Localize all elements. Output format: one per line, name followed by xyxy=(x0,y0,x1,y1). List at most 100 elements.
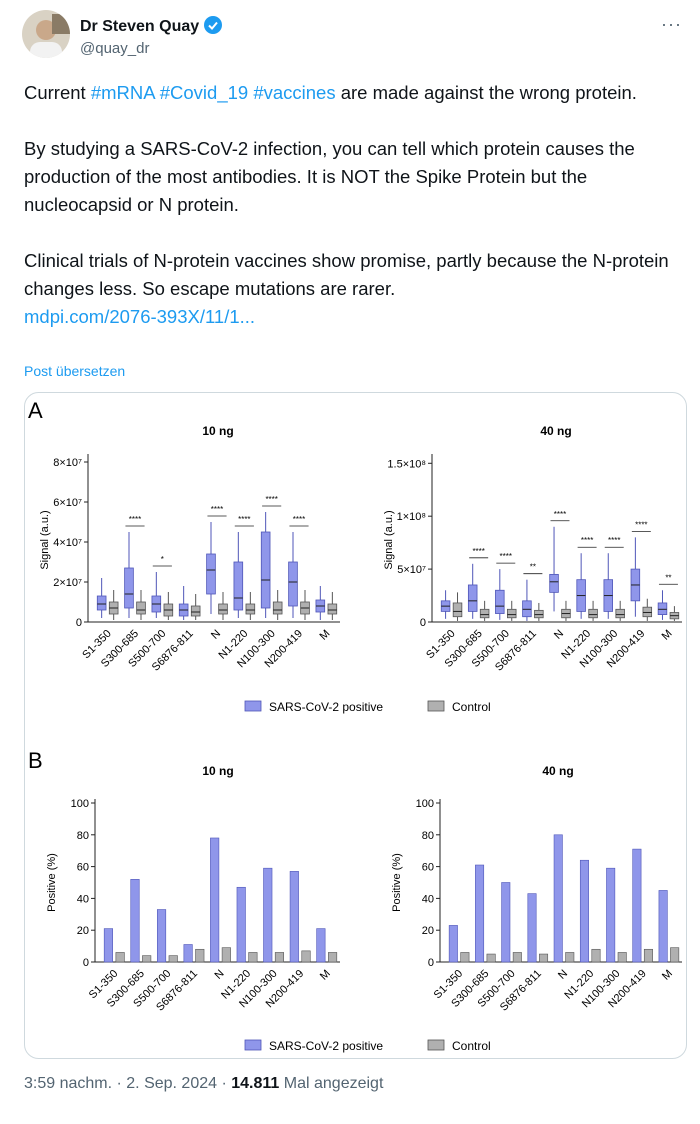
bar xyxy=(316,928,326,963)
hashtag[interactable]: #mRNA xyxy=(90,82,155,103)
avatar[interactable] xyxy=(22,10,70,58)
bar xyxy=(328,952,338,963)
box xyxy=(124,567,134,609)
bar xyxy=(670,947,680,963)
legend-swatch xyxy=(427,700,445,712)
bar xyxy=(183,944,193,963)
box xyxy=(657,602,668,615)
bar xyxy=(103,928,113,963)
bar xyxy=(501,882,511,963)
significance: **** xyxy=(265,495,277,504)
more-button[interactable]: ··· xyxy=(661,14,682,34)
y-tick-label: 40 xyxy=(422,893,434,905)
hashtag[interactable]: #Covid_19 xyxy=(159,82,249,103)
box xyxy=(615,608,625,619)
box xyxy=(136,601,146,615)
box xyxy=(218,603,228,615)
bar xyxy=(512,952,522,963)
bar xyxy=(553,834,563,963)
box xyxy=(467,584,478,612)
bar xyxy=(168,955,178,963)
significance: * xyxy=(161,555,164,564)
bar xyxy=(565,952,575,963)
y-axis-label: Signal (a.u.) xyxy=(39,510,51,569)
chart-title: 40 ng xyxy=(542,764,573,778)
significance: **** xyxy=(293,515,305,524)
box xyxy=(522,600,532,618)
author-row: Dr Steven Quay xyxy=(80,16,222,36)
paragraph: Clinical trials of N-protein vaccines sh… xyxy=(24,247,674,331)
text: are made against the wrong protein. xyxy=(340,82,637,103)
paragraph: By studying a SARS-CoV-2 infection, you … xyxy=(24,138,635,215)
box xyxy=(588,608,598,619)
significance: **** xyxy=(472,547,484,556)
y-tick-label: 5×10⁷ xyxy=(397,564,426,576)
box xyxy=(233,561,244,611)
significance: **** xyxy=(238,515,250,524)
y-axis-label: Positive (%) xyxy=(46,853,58,912)
box xyxy=(549,573,559,593)
view-label: Mal angezeigt xyxy=(283,1075,384,1092)
box xyxy=(507,608,517,619)
link[interactable]: mdpi.com/2076-393X/11/1... xyxy=(24,306,256,327)
bar xyxy=(617,952,627,963)
y-tick-label: 20 xyxy=(77,925,89,937)
y-tick-label: 4×10⁷ xyxy=(53,537,82,549)
y-tick-label: 0 xyxy=(83,957,89,969)
panel-label: B xyxy=(28,748,43,773)
y-tick-label: 80 xyxy=(422,830,434,842)
y-tick-label: 1×10⁸ xyxy=(397,511,426,523)
legend-label: Control xyxy=(452,700,491,714)
legend-label: SARS-CoV-2 positive xyxy=(269,1039,383,1053)
y-axis-label: Positive (%) xyxy=(391,853,403,912)
footer: 3:59 nachm. · 2. Sep. 2024 · 14.811 Mal … xyxy=(24,1075,383,1093)
y-tick-label: 60 xyxy=(422,862,434,874)
y-tick-label: 100 xyxy=(416,798,434,810)
y-axis-label: Signal (a.u.) xyxy=(383,510,395,569)
text: Clinical trials of N-protein vaccines sh… xyxy=(24,250,669,299)
author-name[interactable]: Dr Steven Quay xyxy=(80,18,200,35)
bar xyxy=(632,848,642,963)
bar xyxy=(263,867,273,963)
bar xyxy=(221,947,231,963)
bar xyxy=(195,948,205,963)
significance: **** xyxy=(581,536,593,545)
box xyxy=(495,589,505,614)
chart-title: 10 ng xyxy=(202,764,233,778)
hashtag[interactable]: #vaccines xyxy=(253,82,336,103)
box xyxy=(534,609,544,619)
bar xyxy=(643,948,653,963)
y-tick-label: 60 xyxy=(77,862,89,874)
y-tick-label: 6×10⁷ xyxy=(53,497,82,509)
media-frame[interactable] xyxy=(24,392,687,1059)
tweet-text: Current #mRNA #Covid_19 #vaccines are ma… xyxy=(24,79,674,331)
box xyxy=(96,595,107,611)
y-tick-label: 0 xyxy=(420,617,426,629)
chart-title: 10 ng xyxy=(202,424,233,438)
bar xyxy=(289,871,299,963)
bar xyxy=(486,953,496,963)
bar xyxy=(658,890,668,963)
bar xyxy=(591,948,601,963)
y-tick-label: 0 xyxy=(76,617,82,629)
chart-title: 40 ng xyxy=(540,424,571,438)
text: Current xyxy=(24,82,86,103)
bar xyxy=(142,955,152,963)
handle[interactable]: @quay_dr xyxy=(80,40,150,57)
timestamp[interactable]: 3:59 nachm. · 2. Sep. 2024 · xyxy=(24,1075,227,1092)
y-tick-label: 20 xyxy=(422,925,434,937)
translate-button[interactable]: Post übersetzen xyxy=(24,363,126,379)
y-tick-label: 8×10⁷ xyxy=(53,457,82,469)
box xyxy=(327,603,338,615)
box xyxy=(452,602,463,618)
bar xyxy=(460,952,470,963)
bar xyxy=(579,859,589,963)
bar xyxy=(527,893,537,963)
bar xyxy=(448,925,458,963)
significance: **** xyxy=(608,536,620,545)
significance: **** xyxy=(554,510,566,519)
significance: **** xyxy=(500,552,512,561)
box xyxy=(190,605,201,617)
significance: ** xyxy=(530,563,536,572)
